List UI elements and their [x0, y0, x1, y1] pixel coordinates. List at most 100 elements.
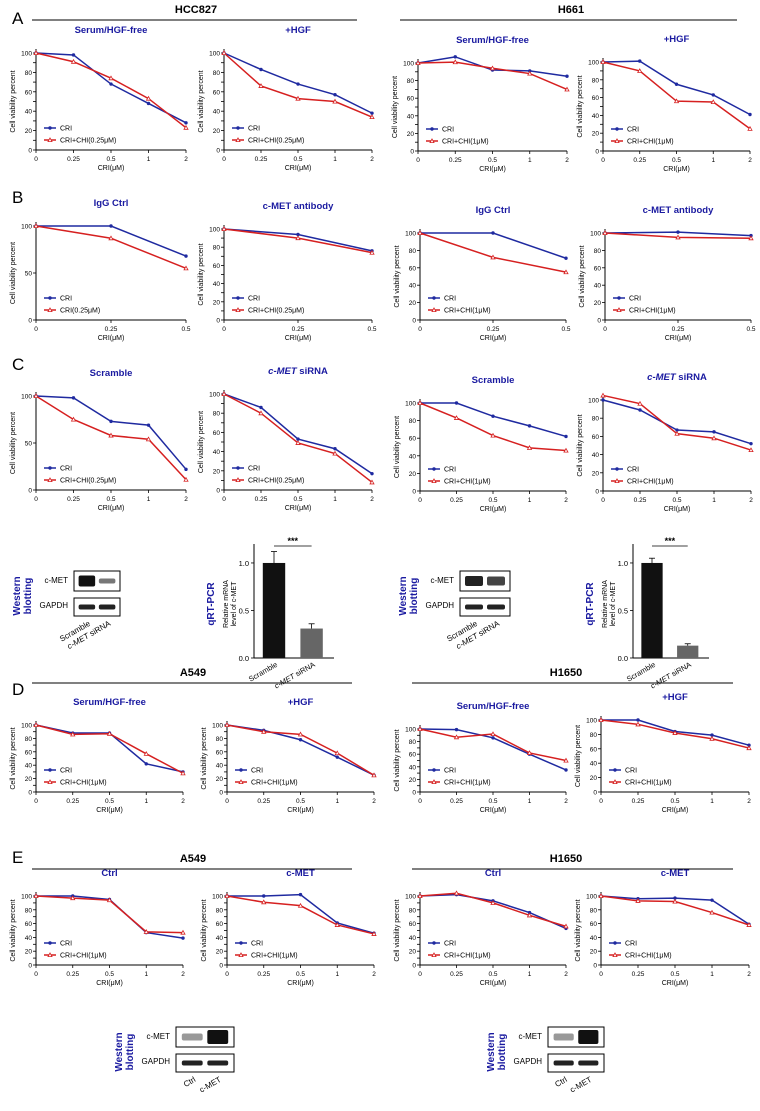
data-point-combo	[369, 114, 375, 120]
method-label: qRT-PCR	[206, 582, 217, 626]
legend-label: CRI+CHI(1μM)	[444, 479, 491, 486]
data-point-combo	[221, 391, 227, 396]
gapdh-band	[487, 604, 505, 610]
western-label: Westernblotting	[486, 1032, 508, 1071]
x-tick-label: 0	[225, 798, 229, 805]
series-line-combo	[226, 895, 375, 935]
line-chart-a3: Serum/HGF-free 0 20 40 60 80 100 0 0.25 0.5 1 2 CRI(…	[392, 35, 570, 173]
y-tick-label: 100	[405, 231, 416, 238]
y-axis-label: Cell viability percent	[198, 411, 205, 473]
x-tick-label: 0.25	[487, 326, 500, 333]
y-tick-label: 60	[216, 921, 224, 928]
data-point-cri	[673, 896, 677, 900]
chart-title: IgG Ctrl	[94, 198, 129, 209]
data-point-combo	[417, 893, 423, 898]
data-point-cri	[184, 121, 188, 125]
y-axis-label: Cell viability percent	[577, 414, 584, 476]
legend-label: CRI	[629, 296, 641, 303]
chart-title-italic: c-MET	[647, 372, 677, 383]
legend-marker-cri	[617, 296, 621, 300]
line-chart-c1: Scramble 0 50 100 0 0.25 0.5 1 2 CRI(μM) Cell viab…	[10, 368, 189, 512]
x-axis-label: CRI(μM)	[287, 980, 314, 987]
cmet-band	[465, 576, 483, 586]
y-axis-label: Cell viability percent	[10, 412, 17, 474]
data-point-combo	[526, 750, 533, 755]
line-chart-c2: c-MET siRNA 0 20 40 60 80 100 0 0.25 0.5 1 2 CRI(μM)…	[198, 366, 375, 512]
y-axis-label: Relative mRNA	[602, 580, 609, 628]
data-point-combo	[453, 734, 460, 740]
x-tick-label: 1	[528, 798, 532, 805]
x-tick-label: 2	[564, 497, 568, 504]
group-title-h661: H661	[558, 4, 584, 16]
data-point-cri	[565, 74, 569, 78]
western-label-line2: blotting	[409, 578, 420, 615]
data-point-cri	[296, 232, 300, 237]
y-tick-label: 0	[216, 318, 220, 325]
y-tick-label: 60	[594, 265, 602, 272]
panel-label-a: A	[12, 9, 24, 28]
group-title-h1650-e: H1650	[550, 853, 582, 865]
gapdh-row-label: GAPDH	[514, 1057, 543, 1066]
data-point-combo	[637, 400, 643, 406]
x-tick-label: 0.25	[257, 798, 270, 805]
cmet-row-label: c-MET	[430, 576, 454, 585]
panel-label-e: E	[12, 848, 23, 867]
bar	[677, 645, 699, 658]
legend-label: CRI(0.25μM)	[60, 308, 100, 315]
y-axis-label: Cell viability percent	[394, 729, 401, 791]
x-tick-label: 0.25	[67, 156, 80, 163]
y-axis-label: Cell viability percent	[201, 899, 208, 961]
chart-title: Scramble	[472, 375, 515, 386]
x-tick-label: 0.5	[367, 326, 376, 333]
x-tick-label: 1	[712, 497, 716, 504]
x-tick-label: 0.5	[106, 156, 115, 163]
x-tick-label: 0	[418, 497, 422, 504]
y-axis-label: Cell viability percent	[575, 899, 582, 961]
x-tick-label: 0	[225, 971, 229, 978]
y-tick-label: 80	[407, 78, 415, 85]
data-point-cri	[491, 736, 495, 740]
legend-label: CRI	[251, 941, 263, 948]
data-point-combo	[672, 730, 678, 735]
y-tick-label: 100	[405, 401, 416, 408]
data-point-combo	[490, 254, 496, 260]
legend-marker-cri	[432, 296, 436, 300]
legend-marker-cri	[236, 466, 240, 470]
x-axis-label: CRI(μM)	[98, 165, 125, 172]
western-label: Westernblotting	[114, 1032, 136, 1071]
y-axis-label: Cell viability percent	[575, 725, 582, 787]
gapdh-band	[98, 604, 116, 610]
y-tick-label: 60	[213, 263, 221, 270]
data-point-combo	[526, 445, 533, 450]
y-tick-label: 60	[213, 430, 221, 437]
x-tick-label: 2	[372, 798, 376, 805]
x-tick-label: 0	[603, 326, 607, 333]
legend-label: CRI+CHI(1μM)	[60, 780, 107, 787]
data-point-combo	[600, 59, 606, 64]
data-point-cri	[564, 434, 568, 439]
series-line-combo	[35, 395, 187, 481]
y-axis-label: Cell viability percent	[10, 242, 17, 304]
cmet-row-label: c-MET	[518, 1032, 542, 1041]
data-point-cri	[710, 898, 714, 902]
series-line-combo	[602, 394, 752, 451]
x-tick-label: 0.25	[105, 326, 118, 333]
western-label-line1: Western	[12, 576, 23, 615]
x-tick-label: 0.5	[672, 497, 681, 504]
x-axis-label: CRI(μM)	[287, 807, 314, 814]
y-tick-label: 100	[21, 894, 32, 901]
cmet-band	[578, 1030, 599, 1044]
chart-title: +HGF	[662, 692, 688, 703]
y-tick-label: 100	[21, 723, 32, 730]
x-tick-label: 0	[601, 497, 605, 504]
x-tick-label: 1	[528, 971, 532, 978]
bar	[641, 562, 663, 658]
x-tick-label: 0	[222, 156, 226, 163]
chart-title-rest: siRNA	[676, 372, 707, 383]
data-point-combo	[711, 435, 717, 441]
y-tick-label: 60	[25, 921, 33, 928]
y-tick-label: 100	[209, 392, 220, 399]
data-point-combo	[261, 728, 267, 734]
